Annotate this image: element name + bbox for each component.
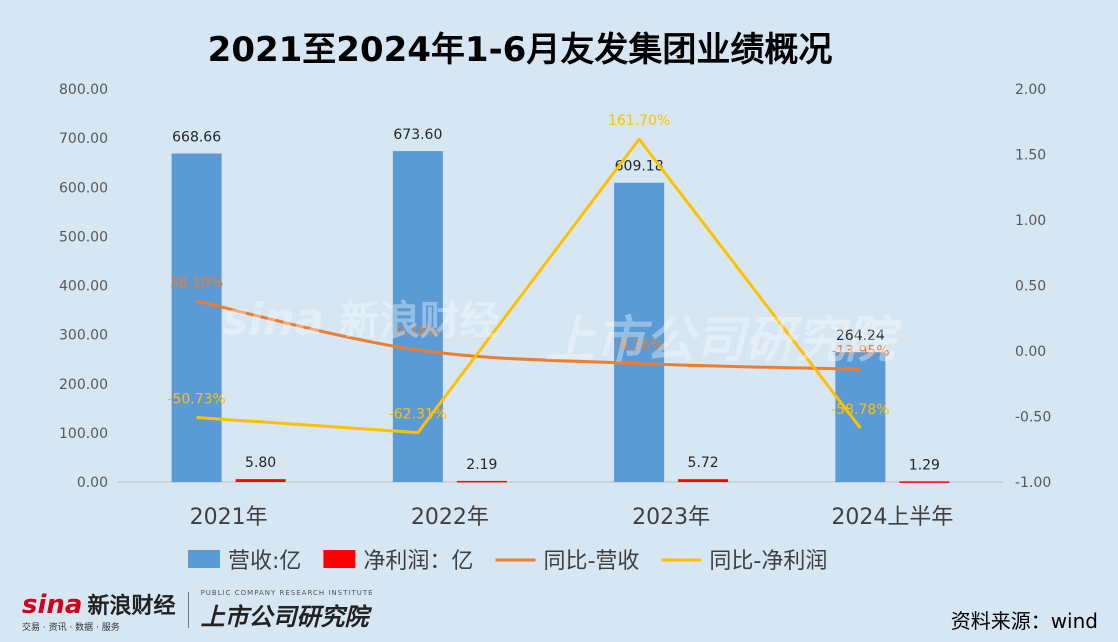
- x-tick-label: 2021年: [190, 505, 268, 530]
- y-right-tick-label: 0.50: [1015, 279, 1046, 295]
- y-left-tick-label: 500.00: [59, 229, 108, 245]
- bar-data-label: 5.72: [688, 455, 719, 471]
- y-right-tick-label: -1.00: [1015, 475, 1051, 491]
- source-note: 资料来源：wind: [950, 609, 1098, 633]
- line-data-label: 38.10%: [170, 275, 223, 291]
- bar-net-profit: [678, 479, 729, 482]
- y-left-tick-label: 300.00: [59, 328, 108, 344]
- bar-revenue: [392, 151, 443, 482]
- line-data-label: -62.31%: [389, 407, 447, 423]
- x-tick-label: 2024上半年: [831, 505, 953, 530]
- bar-data-label: 1.29: [909, 457, 940, 473]
- bar-data-label: 673.60: [393, 127, 442, 143]
- legend-label: 同比-营收: [543, 549, 639, 574]
- y-right-tick-label: 0.00: [1015, 344, 1046, 360]
- y-right-tick-label: 2.00: [1015, 82, 1046, 98]
- y-left-tick-label: 0.00: [77, 475, 108, 491]
- sina-sub: 交易 · 资讯 · 数据 · 服务: [22, 622, 120, 633]
- y-left-tick-label: 400.00: [59, 279, 108, 295]
- spr-cn: 上市公司研究院: [200, 602, 369, 631]
- line-data-label: -58.78%: [831, 402, 889, 418]
- bar-data-label: 609.18: [615, 159, 664, 175]
- legend-label: 营收:亿: [228, 549, 301, 574]
- spr-en: PUBLIC COMPANY RESEARCH INSTITUTE: [200, 588, 374, 597]
- y-right-tick-label: -0.50: [1015, 410, 1051, 426]
- sina-mark: sina: [22, 589, 83, 620]
- y-left-tick-label: 100.00: [59, 426, 108, 442]
- line-profit-yoy: [196, 137, 862, 435]
- y-right-tick-label: 1.50: [1015, 148, 1046, 164]
- spr-logo: PUBLIC COMPANY RESEARCH INSTITUTE 上市公司研究…: [201, 589, 374, 632]
- legend-swatch: [323, 550, 356, 568]
- legend-label: 净利润：亿: [363, 549, 473, 574]
- bar-net-profit: [456, 480, 507, 483]
- y-right-tick-label: 1.00: [1015, 213, 1046, 229]
- bar-net-profit: [235, 479, 286, 482]
- y-left-tick-label: 700.00: [59, 131, 108, 147]
- bar-data-label: 264.24: [836, 328, 885, 344]
- line-data-label: 161.70%: [608, 113, 670, 129]
- bar-revenue: [171, 153, 222, 482]
- x-tick-label: 2023年: [632, 505, 710, 530]
- line-data-label: -9.56%: [614, 338, 664, 354]
- line-data-label: -13.95%: [831, 343, 889, 359]
- bar-revenue: [835, 352, 886, 482]
- bar-net-profit: [899, 481, 950, 483]
- y-left-tick-label: 600.00: [59, 180, 108, 196]
- sina-logo: sina 新浪财经 交易 · 资讯 · 数据 · 服务: [22, 588, 176, 633]
- bar-data-label: 2.19: [466, 457, 497, 473]
- y-left-tick-label: 200.00: [59, 377, 108, 393]
- footer-logo: sina 新浪财经 交易 · 资讯 · 数据 · 服务 PUBLIC COMPA…: [22, 588, 374, 633]
- bar-data-label: 668.66: [172, 130, 221, 146]
- logo-divider: [187, 592, 189, 628]
- line-data-label: 0.74%: [396, 324, 440, 340]
- legend-label: 同比-净利润: [709, 549, 827, 574]
- line-revenue-yoy: [196, 299, 861, 371]
- chart-title: 2021至2024年1-6月友发集团业绩概况: [207, 30, 833, 70]
- line-data-label: -50.73%: [167, 391, 225, 407]
- y-left-tick-label: 800.00: [59, 82, 108, 98]
- x-tick-label: 2022年: [411, 505, 489, 530]
- bar-revenue: [614, 182, 665, 482]
- legend-swatch: [188, 550, 220, 568]
- sina-cn: 新浪财经: [87, 593, 176, 619]
- bar-data-label: 5.80: [245, 455, 276, 471]
